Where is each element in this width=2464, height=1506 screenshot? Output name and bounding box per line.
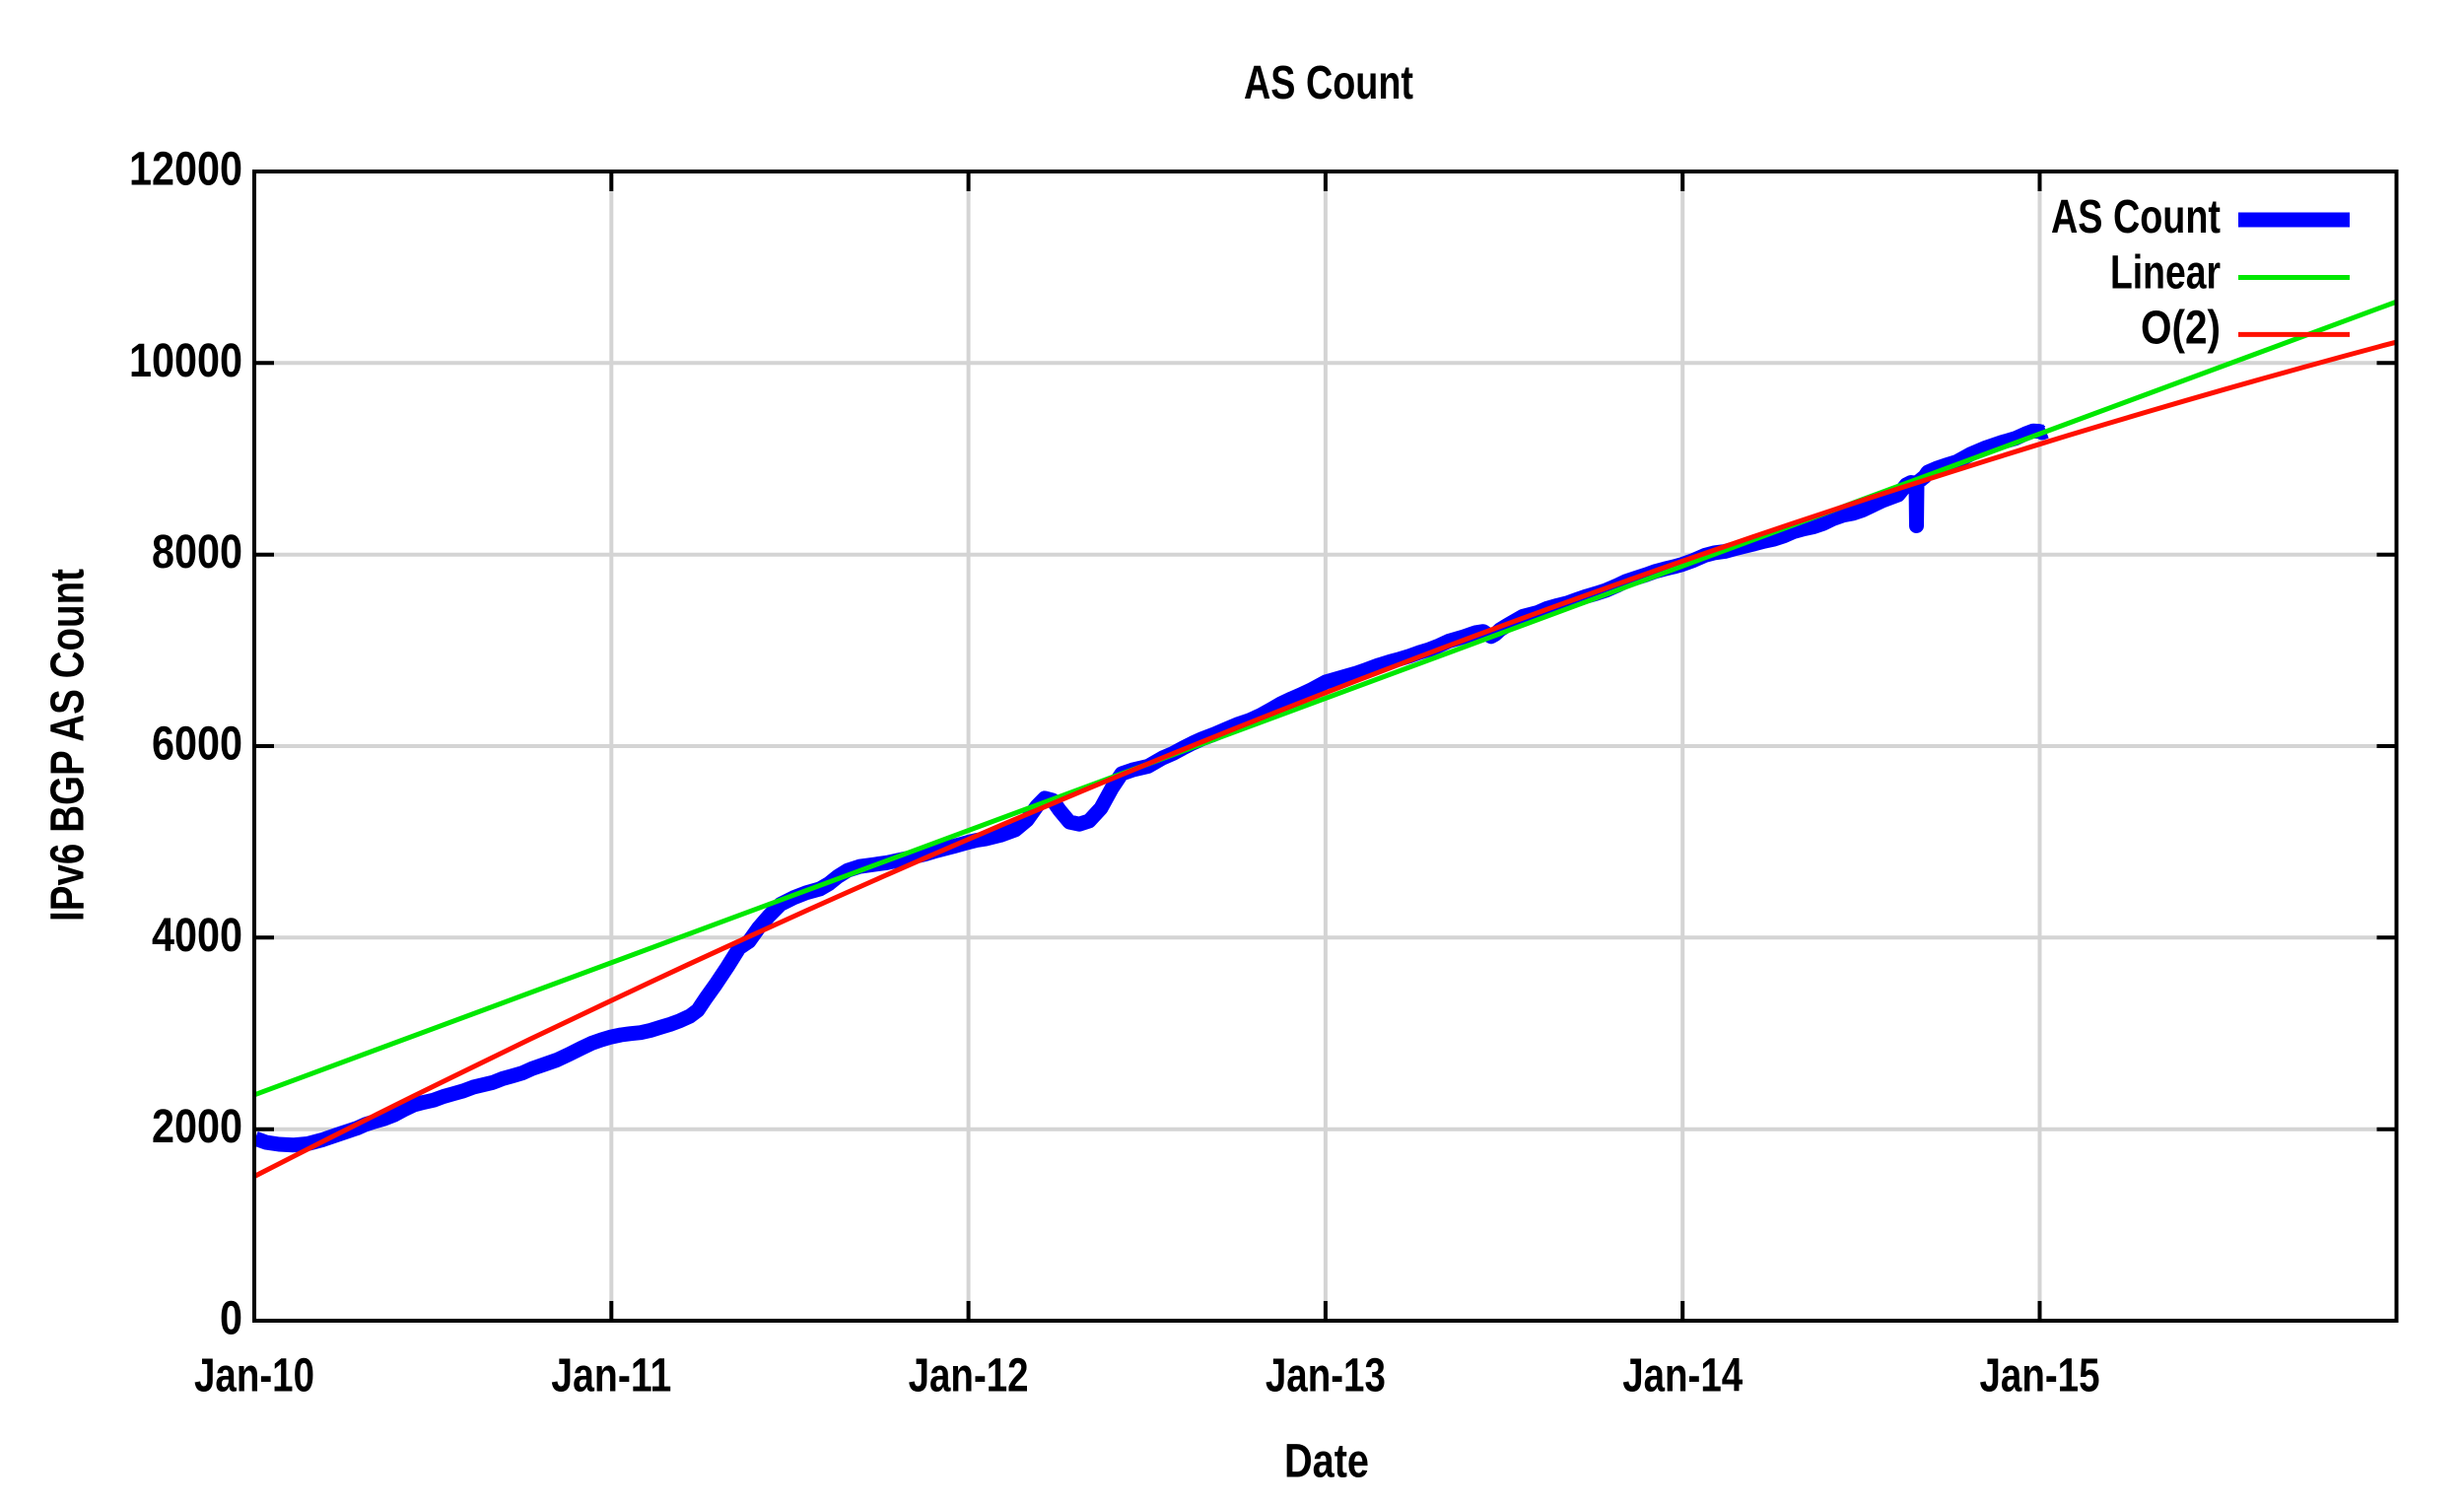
svg-text:8000: 8000	[152, 526, 242, 579]
svg-text:Jan-12: Jan-12	[909, 1350, 1029, 1403]
svg-text:12000: 12000	[129, 144, 242, 196]
svg-text:IPv6 BGP AS Count: IPv6 BGP AS Count	[42, 569, 95, 922]
svg-text:0: 0	[220, 1293, 242, 1345]
svg-text:6000: 6000	[152, 719, 242, 771]
svg-text:Linear: Linear	[2110, 247, 2221, 300]
svg-text:AS Count: AS Count	[2051, 191, 2221, 243]
svg-text:2000: 2000	[152, 1101, 242, 1153]
svg-text:10000: 10000	[129, 335, 242, 387]
svg-text:Jan-10: Jan-10	[194, 1350, 314, 1403]
svg-text:Jan-15: Jan-15	[1980, 1350, 2100, 1403]
svg-text:Jan-14: Jan-14	[1622, 1350, 1743, 1403]
svg-text:Jan-11: Jan-11	[551, 1350, 671, 1403]
svg-text:Jan-13: Jan-13	[1266, 1350, 1386, 1403]
svg-text:AS Count: AS Count	[1244, 57, 1413, 109]
svg-text:O(2): O(2)	[2141, 303, 2221, 355]
svg-text:Date: Date	[1284, 1436, 1369, 1488]
svg-text:4000: 4000	[152, 910, 242, 962]
